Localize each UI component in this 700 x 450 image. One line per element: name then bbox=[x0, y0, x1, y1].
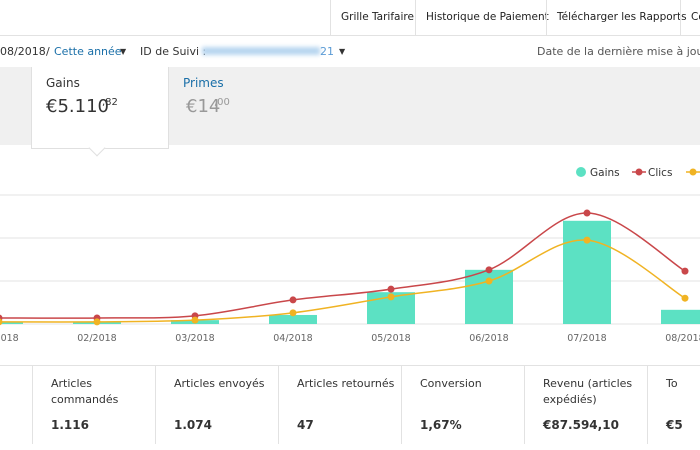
dropdown-arrow: ▼ bbox=[120, 47, 127, 56]
divider bbox=[0, 35, 700, 36]
line-marker bbox=[583, 209, 591, 217]
legend-marker bbox=[689, 168, 697, 176]
stat-cell: Revenu (articles expédiés) €87.594,10 bbox=[524, 366, 647, 444]
x-tick-label: 02/2018 bbox=[77, 333, 116, 344]
tab[interactable]: Historique de Paiement bbox=[415, 0, 559, 35]
line-marker bbox=[485, 277, 493, 285]
stat-cell: Articles envoyés 1.074 bbox=[155, 366, 278, 444]
legend-marker bbox=[635, 168, 643, 176]
tracking-id: 21 bbox=[320, 45, 334, 58]
line-marker bbox=[681, 267, 689, 275]
line bbox=[0, 212, 686, 319]
line-marker bbox=[485, 266, 493, 274]
stat-value: 1,67% bbox=[420, 418, 462, 432]
stat-label: Revenu (articles expédiés) bbox=[543, 377, 633, 406]
stat-label: Articles envoyés bbox=[174, 377, 265, 390]
legend-marker bbox=[576, 167, 586, 177]
stat-label: Articles commandés bbox=[51, 377, 119, 406]
tab[interactable]: Grille Tarifaire bbox=[330, 0, 424, 35]
x-tick-label: 01/2018 bbox=[0, 333, 19, 344]
x-tick-label: 06/2018 bbox=[469, 333, 508, 344]
line-marker bbox=[289, 296, 297, 304]
stat-value: €87.594,10 bbox=[543, 418, 619, 432]
x-tick-label: 04/2018 bbox=[273, 333, 312, 344]
stat-cell: Conversion 1,67% bbox=[401, 366, 524, 444]
line-marker bbox=[387, 293, 395, 301]
tab[interactable]: Co bbox=[680, 0, 700, 35]
date-range: 08/2018 bbox=[0, 45, 46, 58]
x-tick-label: 03/2018 bbox=[175, 333, 214, 344]
line-marker bbox=[583, 236, 591, 244]
summary-amount: €14 bbox=[186, 96, 221, 117]
stat-value: 1.074 bbox=[174, 418, 212, 432]
bar bbox=[0, 321, 23, 324]
stat-cell: Articles commandés 1.116 bbox=[32, 366, 155, 444]
legend-label: Clics bbox=[648, 167, 672, 179]
stat-label: To bbox=[666, 377, 678, 390]
tracking-label: ID de Suivi : bbox=[140, 45, 207, 58]
x-tick-label: 08/2018 bbox=[665, 333, 700, 344]
separator: / bbox=[46, 45, 50, 58]
last-update: Date de la dernière mise à jour : bbox=[537, 45, 700, 58]
legend-label: Gains bbox=[590, 167, 620, 179]
line-marker bbox=[191, 316, 199, 324]
line-marker bbox=[289, 309, 297, 317]
divider bbox=[0, 365, 700, 366]
x-tick-label: 07/2018 bbox=[567, 333, 606, 344]
bar bbox=[661, 309, 700, 324]
stat-value: €5 bbox=[666, 418, 683, 432]
x-tick-label: 05/2018 bbox=[371, 333, 410, 344]
chart: 01/2018 02/2018 03/2018 04/2018 05/2018 06/20… bbox=[0, 167, 700, 344]
stat-label: Conversion bbox=[420, 377, 482, 390]
stat-value: 1.116 bbox=[51, 418, 89, 432]
bar bbox=[269, 314, 317, 324]
summary-cents: ,82 bbox=[102, 97, 118, 108]
stat-label: Articles retournés bbox=[297, 377, 395, 390]
stat-cell: Articles retournés 47 bbox=[278, 366, 401, 444]
bar bbox=[563, 220, 611, 324]
line-marker bbox=[387, 285, 395, 293]
dropdown-arrow[interactable]: ▼ bbox=[339, 47, 346, 56]
blurred-id bbox=[202, 47, 320, 55]
period-select[interactable]: Cette année bbox=[54, 45, 122, 58]
stat-value: 47 bbox=[297, 418, 314, 432]
summary-card-selected[interactable] bbox=[31, 67, 169, 149]
summary-cents: ,00 bbox=[214, 97, 230, 108]
line-marker bbox=[93, 318, 101, 326]
summary-label[interactable]: Primes bbox=[183, 76, 224, 90]
tab[interactable]: Télécharger les Rapports bbox=[546, 0, 697, 35]
stat-cell: To €5 bbox=[647, 366, 700, 444]
summary-amount: €5.110 bbox=[46, 96, 109, 117]
summary-label: Gains bbox=[46, 76, 80, 90]
line-marker bbox=[0, 318, 3, 326]
line-marker bbox=[681, 294, 689, 302]
